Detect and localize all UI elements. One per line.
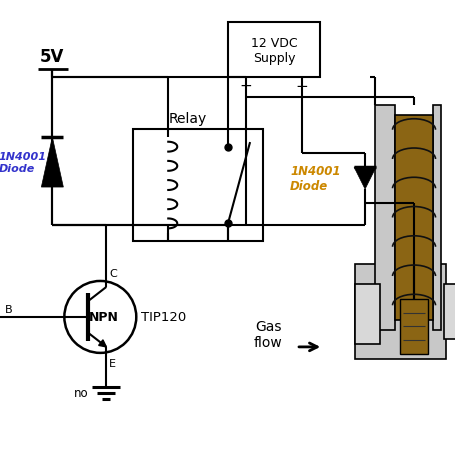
Bar (432, 106, 440, 330)
Bar (443, 284, 455, 339)
Text: 12 VDC
Supply: 12 VDC Supply (250, 36, 297, 65)
Polygon shape (98, 340, 106, 347)
Text: TIP120: TIP120 (141, 311, 186, 324)
Text: B: B (5, 304, 12, 314)
Bar (133, 130, 263, 242)
Text: no: no (74, 386, 88, 399)
Text: 5V: 5V (40, 48, 65, 66)
Text: Relay: Relay (169, 112, 207, 126)
Text: NPN: NPN (89, 311, 119, 324)
Polygon shape (41, 138, 63, 187)
Text: C: C (109, 268, 117, 278)
Polygon shape (354, 168, 375, 190)
Bar (394, 116, 432, 320)
Text: +: + (239, 79, 252, 94)
Bar (374, 106, 394, 330)
Bar (354, 264, 445, 359)
Text: 1N4001
Diode: 1N4001 Diode (289, 165, 340, 192)
Bar (228, 23, 319, 78)
Text: E: E (109, 358, 116, 368)
Bar (354, 284, 379, 344)
Text: −: − (295, 79, 308, 94)
Bar (399, 299, 427, 354)
Text: Gas
flow: Gas flow (253, 319, 282, 349)
Text: 1N4001
Diode: 1N4001 Diode (0, 152, 46, 173)
